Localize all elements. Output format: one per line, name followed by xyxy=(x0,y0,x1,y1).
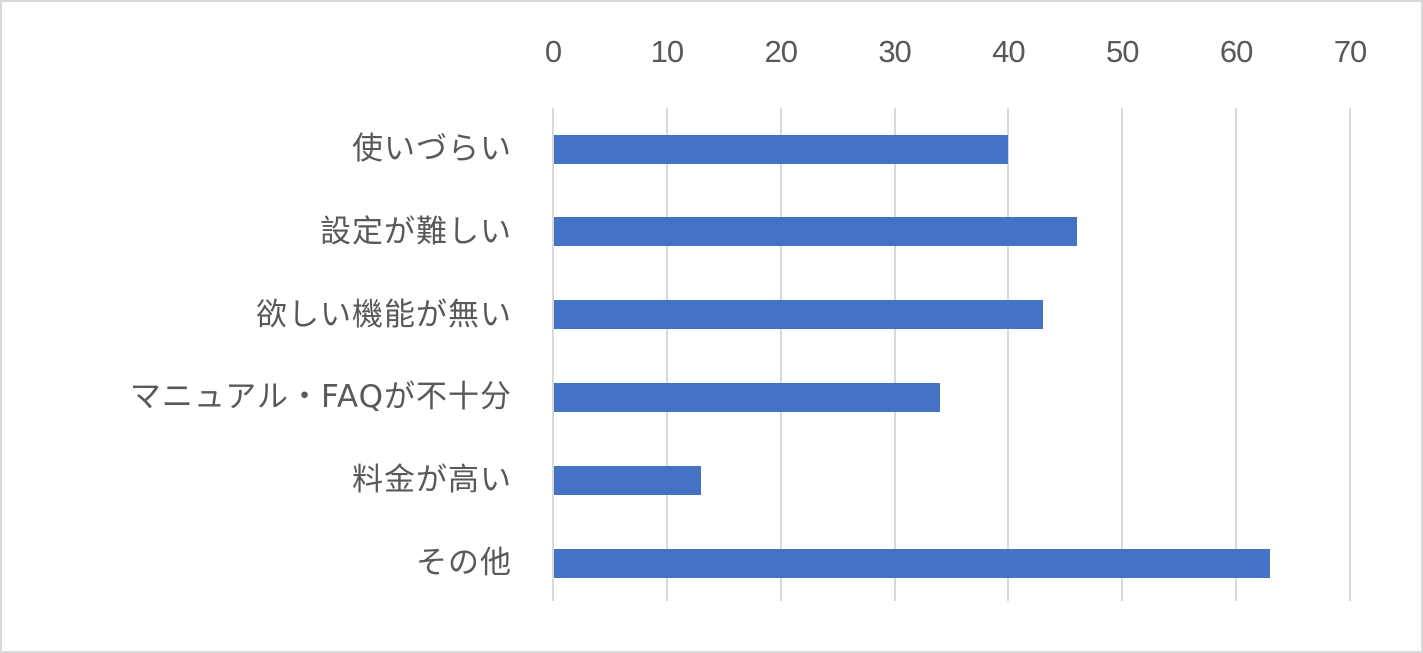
gridline xyxy=(1121,108,1124,601)
bar xyxy=(554,217,1077,247)
gridline xyxy=(552,108,554,601)
category-label: 料金が高い xyxy=(352,462,512,499)
gridline xyxy=(665,108,668,601)
bar xyxy=(554,382,941,412)
x-tick-label: 30 xyxy=(878,34,911,69)
gridline xyxy=(1235,108,1238,601)
x-tick-label: 10 xyxy=(650,34,684,69)
bar xyxy=(554,134,1009,164)
x-tick-label: 60 xyxy=(1219,34,1253,69)
x-tick-label: 50 xyxy=(1106,34,1139,69)
x-tick-label: 40 xyxy=(992,34,1025,69)
category-label: 欲しい機能が無い xyxy=(256,296,512,333)
gridline xyxy=(893,108,896,601)
category-label: 設定が難しい xyxy=(320,213,512,250)
bar xyxy=(554,548,1271,578)
category-label: その他 xyxy=(416,545,512,581)
bar xyxy=(554,465,701,495)
category-label: マニュアル・FAQが不十分 xyxy=(129,379,512,416)
category-label: 使いづらい xyxy=(352,131,512,167)
gridline xyxy=(1007,108,1010,601)
bar xyxy=(554,300,1043,330)
x-tick-label: 20 xyxy=(764,34,797,69)
x-tick-label: 70 xyxy=(1333,34,1367,69)
gridline xyxy=(1349,108,1351,601)
gridline xyxy=(779,108,782,601)
x-tick-label: 0 xyxy=(544,34,562,69)
